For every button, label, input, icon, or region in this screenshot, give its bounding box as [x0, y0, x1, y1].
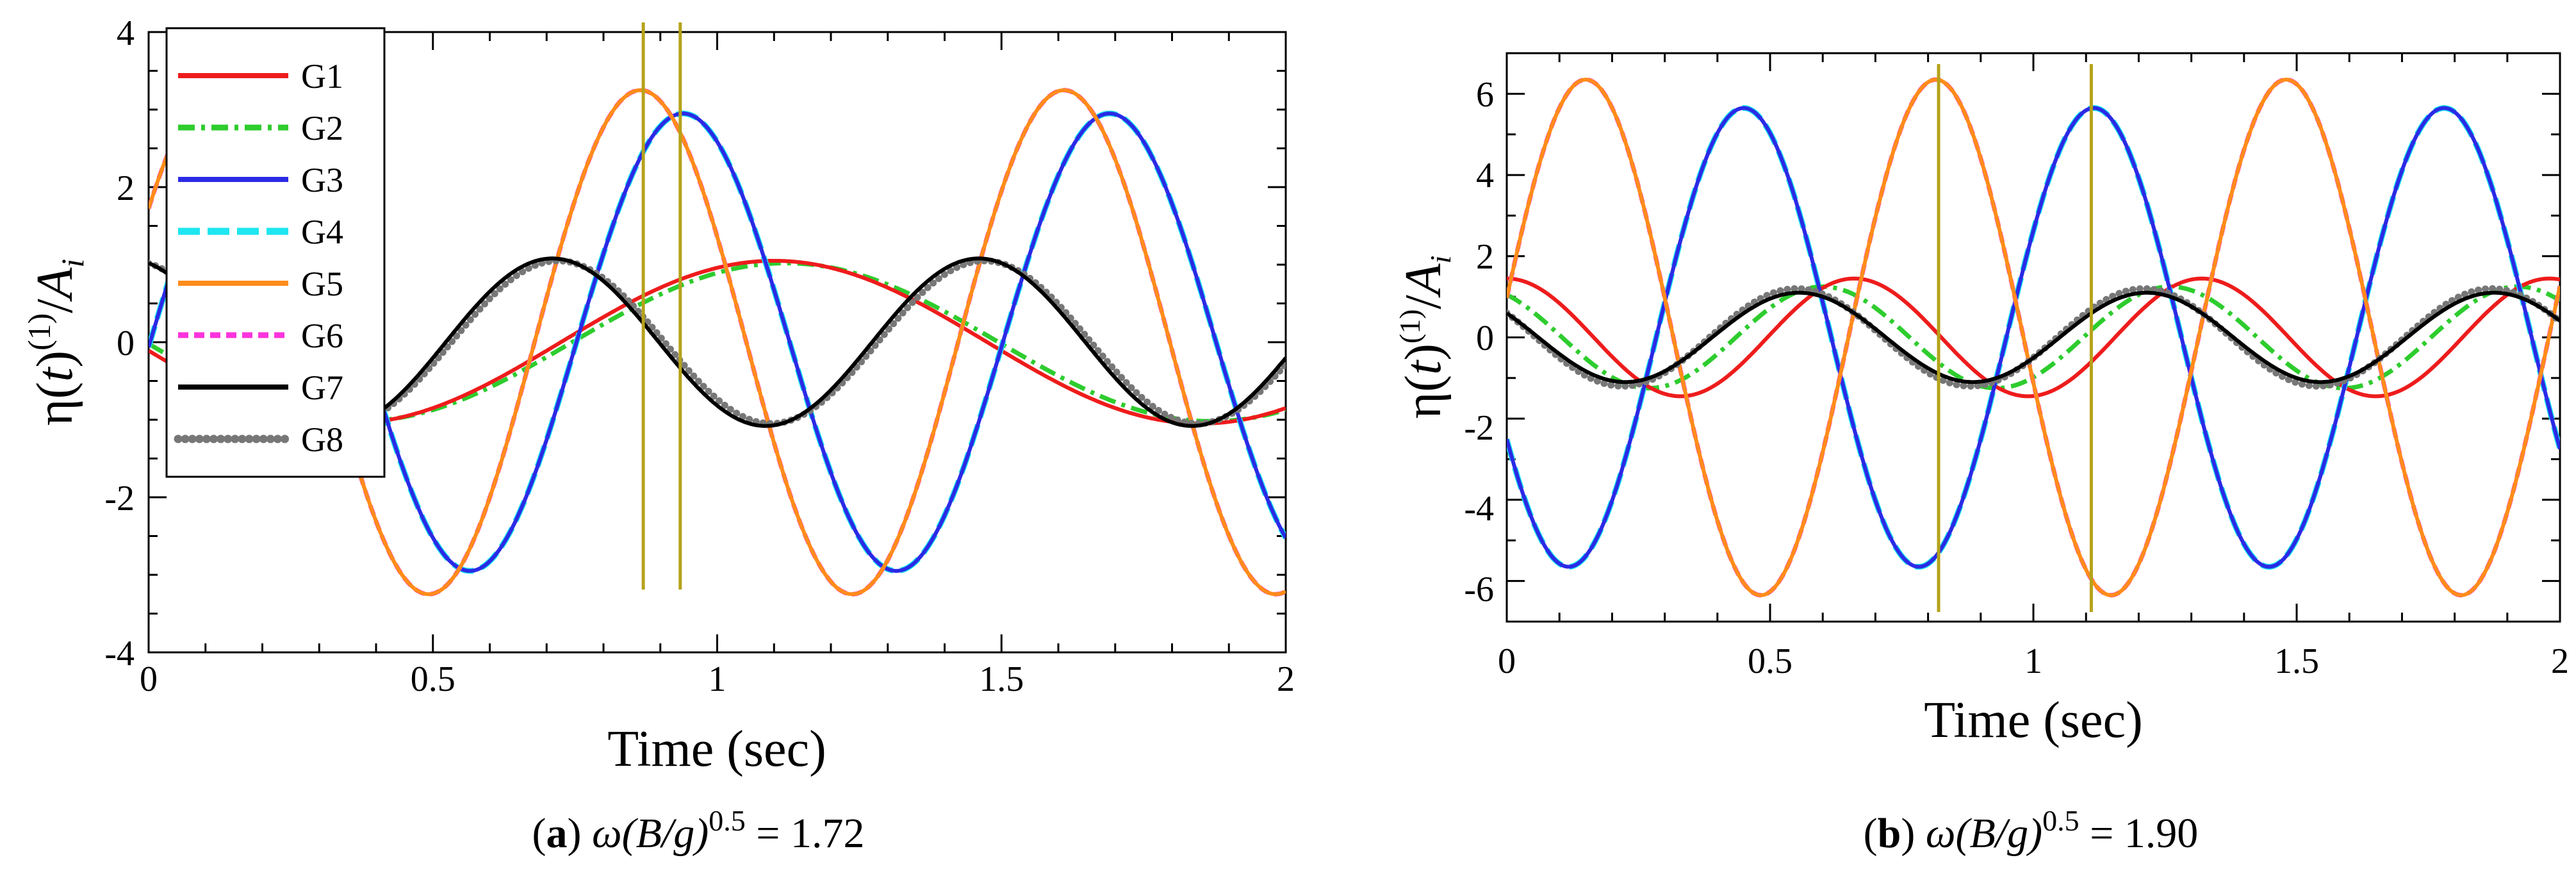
chart-a-xlabel: Time (sec) [607, 721, 826, 777]
chart-a-caption: (a) ω(B/g)0.5 = 1.72 [532, 804, 865, 857]
chart-b-ytick: 2 [1476, 237, 1494, 277]
chart-a-ytick: 4 [117, 13, 135, 53]
chart-b-xtick: 0.5 [1748, 641, 1793, 681]
chart-a-legend-box [165, 27, 386, 478]
chart-b-ytick: 6 [1476, 75, 1494, 115]
legend-label-g2: G2 [301, 109, 343, 147]
chart-b-xtick: 0 [1498, 641, 1516, 681]
chart-a-ytick: -2 [104, 479, 135, 518]
chart-b-caption: (b) ω(B/g)0.5 = 1.90 [1864, 804, 2199, 857]
legend-label-g5: G5 [301, 265, 343, 303]
chart-b-ytick: -6 [1464, 570, 1494, 609]
chart-a-legend: G1 G2 G3 G4 G5 G6 G7 G8 [165, 27, 386, 478]
legend-label-g4: G4 [301, 213, 343, 251]
legend-label-g3: G3 [301, 161, 343, 199]
chart-b-ytick: -2 [1464, 408, 1494, 448]
chart-b-series-g7 [1507, 290, 2560, 384]
chart-a-xtick: 1.5 [979, 659, 1024, 699]
chart-a-ytick: -4 [104, 634, 135, 674]
chart-b-ytick: 4 [1476, 156, 1494, 195]
chart-b-series-g3 [1507, 106, 2560, 569]
chart-a-legend-entries: G1 G2 G3 G4 G5 G6 G7 G8 [174, 57, 343, 459]
chart-b-xlabel: Time (sec) [1924, 692, 2142, 748]
chart-b-xtick: 1 [2024, 641, 2042, 681]
chart-a-xtick: 0.5 [411, 659, 455, 699]
legend-label-g6: G6 [301, 317, 343, 355]
chart-b-xtick: 1.5 [2274, 641, 2319, 681]
chart-b-ylabel: η(t)(1)/Ai [1393, 256, 1457, 419]
chart-b-xtick: 2 [2551, 641, 2569, 681]
chart-a-ytick: 0 [117, 324, 135, 363]
chart-b-series-g5 [1507, 78, 2560, 597]
chart-a-markers [641, 22, 682, 590]
chart-b: 0 0.5 1 1.5 2 -6 -4 -2 0 2 4 6 Time (sec… [1393, 52, 2569, 857]
legend-label-g7: G7 [301, 368, 343, 407]
legend-label-g8: G8 [301, 420, 343, 459]
chart-a: G1 G2 G3 G4 G5 G6 G7 G8 0 0.5 1 1.5 2 -4 -2 0 2… [21, 13, 1295, 857]
chart-a-ylabel: η(t)(1)/Ai [21, 259, 90, 426]
chart-a-ytick: 2 [117, 169, 135, 208]
chart-b-ytick: 0 [1476, 318, 1494, 358]
chart-a-xtick: 1 [709, 659, 726, 699]
chart-a-xtick: 0 [140, 659, 158, 699]
chart-a-xtick: 2 [1277, 659, 1295, 699]
chart-b-markers [1937, 64, 2093, 612]
legend-label-g1: G1 [301, 57, 343, 95]
chart-b-series [1507, 77, 2560, 598]
chart-b-ytick: -4 [1464, 489, 1494, 529]
